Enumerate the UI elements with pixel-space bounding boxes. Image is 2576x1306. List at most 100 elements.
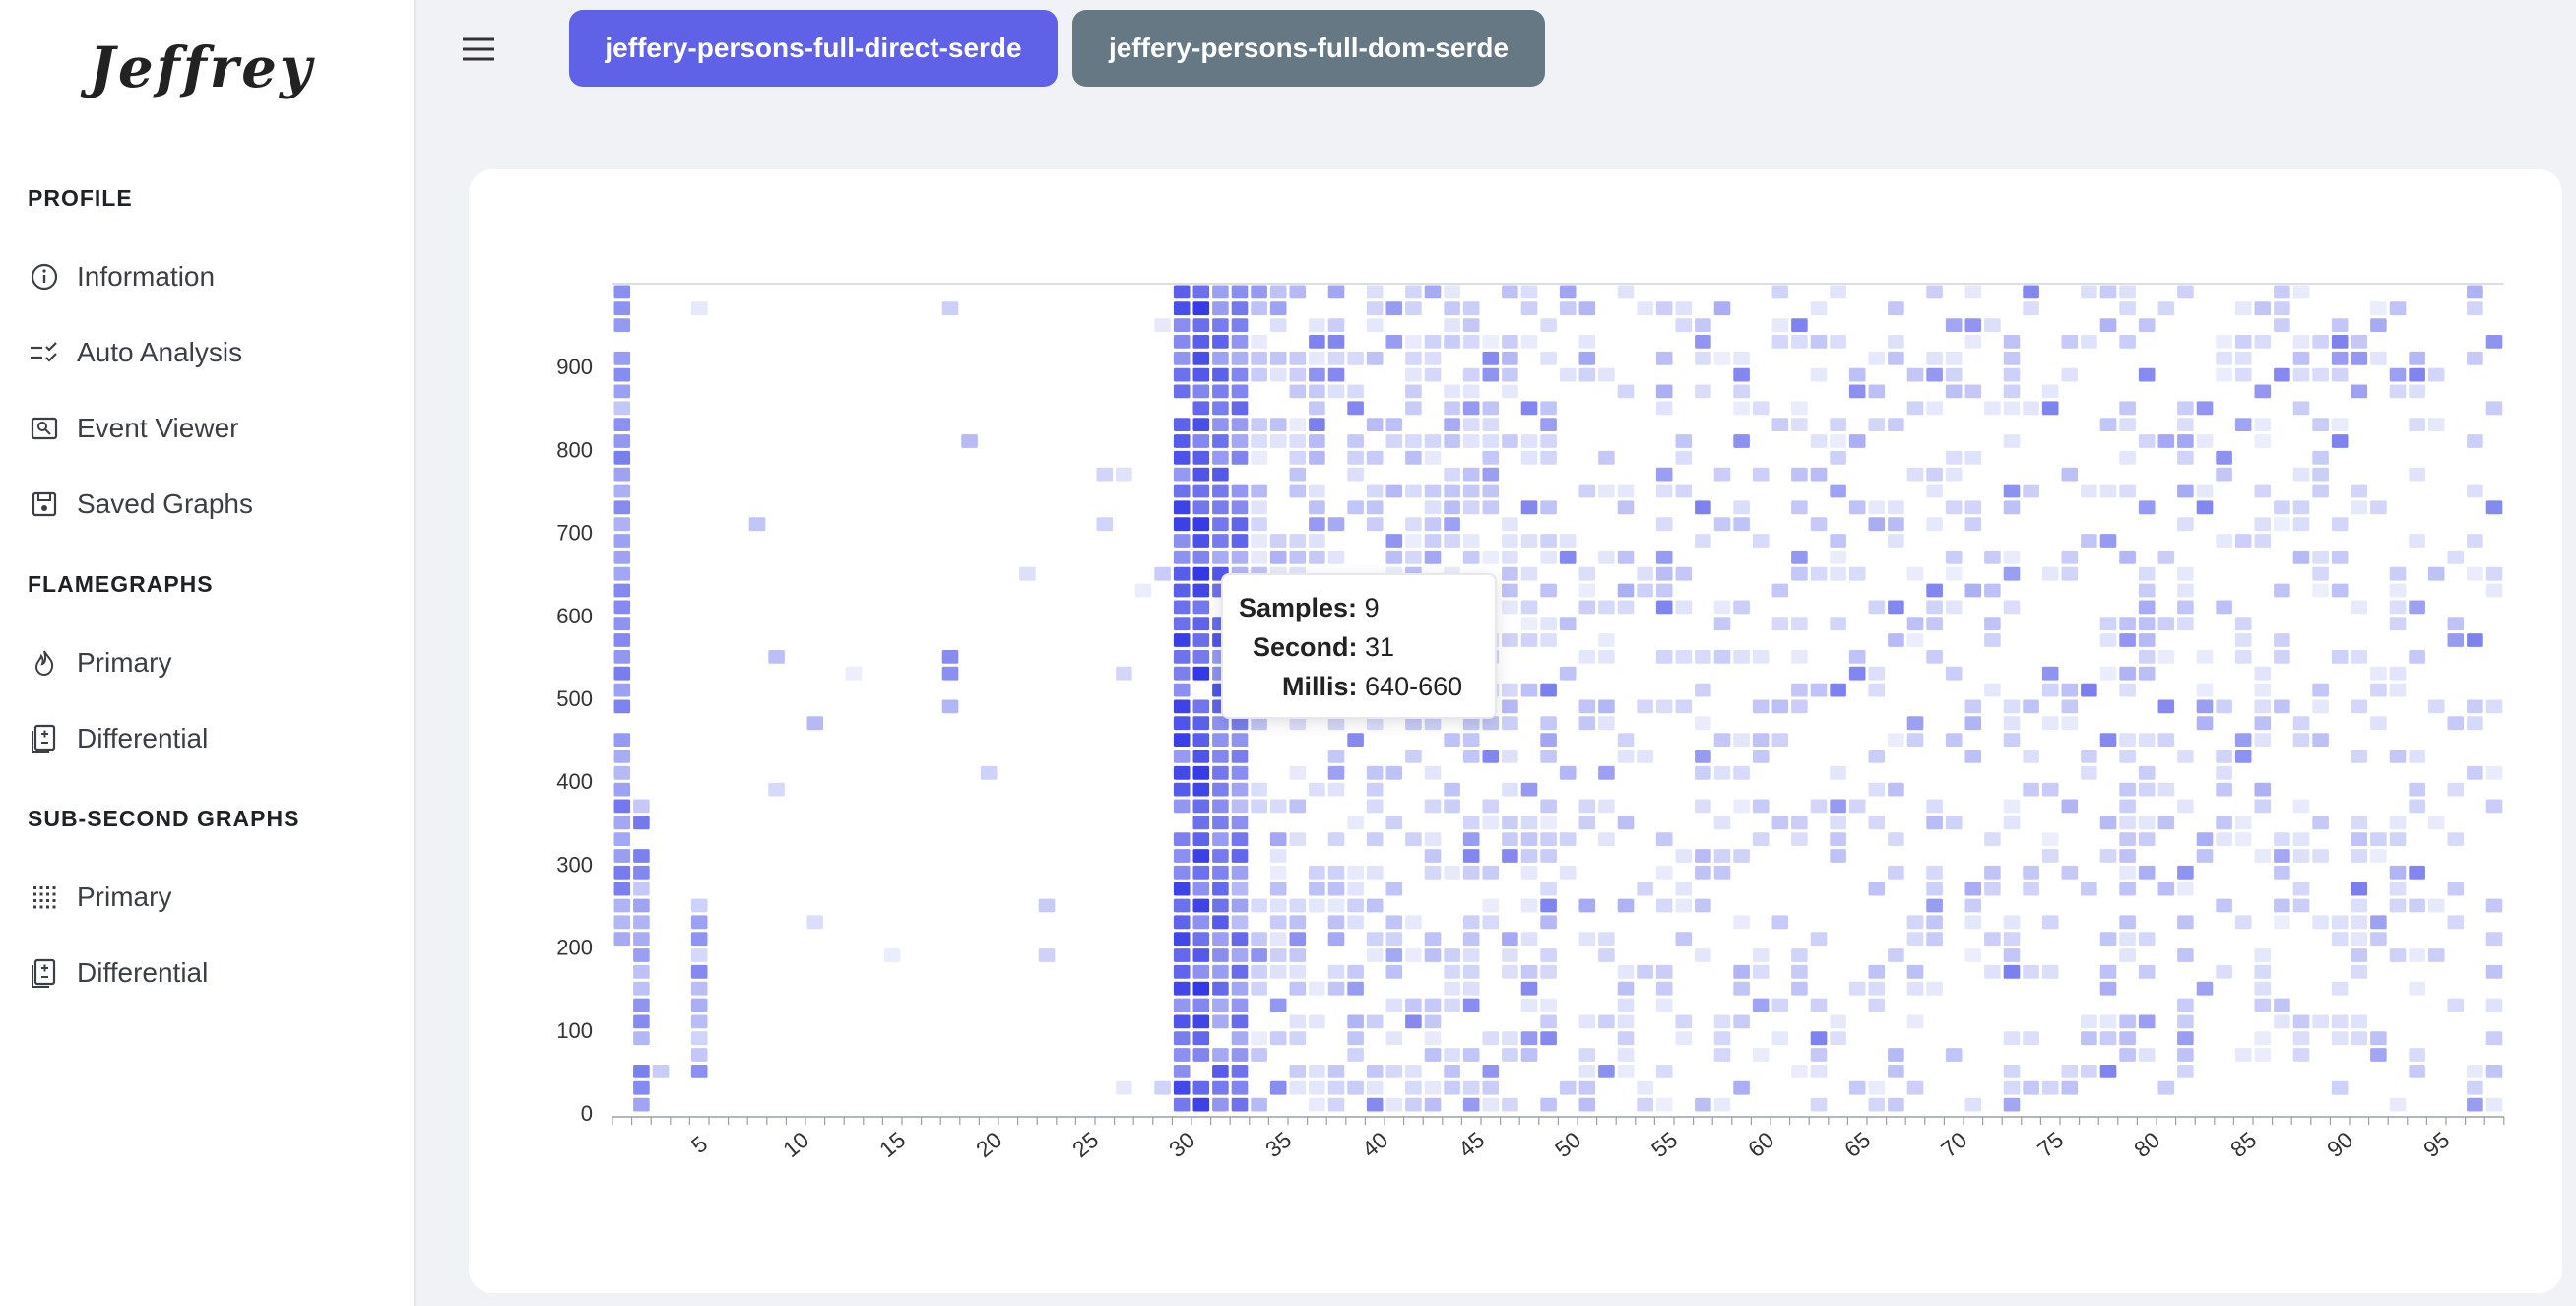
heatmap-cell	[1405, 832, 1422, 846]
heatmap-cell	[2003, 964, 2021, 979]
heatmap-cell	[1173, 799, 1191, 814]
heatmap-cell	[2023, 1080, 2039, 1095]
heatmap-cell	[1173, 699, 1191, 714]
heatmap-cell	[1385, 932, 1403, 947]
heatmap-cell	[1713, 865, 1731, 880]
heatmap-cell	[2389, 882, 2407, 896]
heatmap-cell	[2023, 865, 2039, 880]
heatmap-cell	[2234, 418, 2252, 431]
heatmap-cell	[1192, 666, 1210, 681]
heatmap-cell	[1733, 765, 1750, 780]
heatmap-cell	[1906, 566, 1924, 581]
heatmap-cell	[1462, 932, 1480, 947]
heatmap-cell	[2061, 566, 2079, 581]
heatmap-cell	[2389, 816, 2407, 830]
heatmap-cell	[2351, 932, 2368, 947]
heatmap-cell	[1192, 948, 1210, 962]
heatmap-cell	[1231, 1065, 1249, 1078]
heatmap-cell	[1212, 500, 1229, 515]
heatmap-cell	[1906, 367, 1924, 382]
heatmap-cell	[1520, 782, 1538, 797]
hamburger-menu-icon[interactable]	[459, 30, 498, 69]
heatmap-cell	[1502, 964, 1518, 979]
x-tick-label: 40	[1357, 1127, 1392, 1162]
heatmap-cell	[1655, 865, 1673, 880]
heatmap-cell	[2292, 285, 2310, 299]
heatmap-cell	[690, 981, 708, 996]
heatmap-cell	[2409, 384, 2425, 399]
heatmap-cell	[2041, 666, 2059, 681]
heatmap-cell	[1231, 367, 1249, 382]
heatmap-cell	[1192, 301, 1210, 316]
heatmap-cell	[2177, 948, 2194, 962]
heatmap-cell	[1192, 550, 1210, 564]
heatmap-cell	[2061, 683, 2079, 697]
heatmap-cell	[1868, 517, 1886, 532]
heatmap-cell	[1540, 633, 1557, 647]
heatmap-cell	[2003, 1080, 2021, 1095]
heatmap-cell	[2351, 650, 2368, 664]
heatmap-cell	[1309, 351, 1325, 365]
heatmap-cell	[2196, 650, 2214, 664]
heatmap-cell	[2254, 733, 2272, 747]
heatmap-cell	[633, 898, 650, 913]
heatmap-cell	[2177, 450, 2194, 465]
heatmap-cell	[1791, 948, 1808, 962]
heatmap-cell	[1617, 816, 1635, 830]
x-tick-label: 60	[1743, 1127, 1778, 1162]
heatmap-cell	[613, 865, 631, 880]
sidebar-item-flamegraph-differential[interactable]: Differential	[28, 714, 392, 763]
heatmap-cell	[2254, 335, 2272, 349]
heatmap-cell	[1444, 733, 1460, 747]
heatmap-cell	[1945, 550, 1963, 564]
heatmap-cell	[1327, 351, 1345, 365]
sidebar-item-information[interactable]: Information	[28, 252, 392, 301]
heatmap-cell	[1289, 550, 1307, 564]
heatmap-cell	[1655, 981, 1673, 996]
heatmap-cell	[1637, 301, 1653, 316]
heatmap-cell	[2081, 1014, 2097, 1029]
heatmap-cell	[1192, 418, 1210, 431]
save-icon	[28, 488, 61, 521]
heatmap-cell	[1289, 1065, 1307, 1078]
heatmap-cell	[2254, 849, 2272, 863]
sidebar-item-subsecond-primary[interactable]: Primary	[28, 873, 392, 922]
sidebar-item-event-viewer[interactable]: Event Viewer	[28, 404, 392, 453]
sidebar-item-subsecond-differential[interactable]: Differential	[28, 948, 392, 998]
tab-dom-serde[interactable]: jeffery-persons-full-dom-serde	[1072, 10, 1545, 87]
heatmap-cell	[1791, 500, 1808, 515]
heatmap-cell	[2292, 799, 2310, 814]
sidebar-item-saved-graphs[interactable]: Saved Graphs	[28, 480, 392, 529]
heatmap-cell	[1192, 882, 1210, 896]
heatmap-cell	[1752, 1048, 1770, 1062]
heatmap-cell	[1212, 1097, 1229, 1112]
heatmap-cell	[1424, 1080, 1442, 1095]
heatmap-cell	[1945, 367, 1963, 382]
heatmap-cell	[2312, 915, 2329, 930]
heatmap-cell	[613, 683, 631, 697]
heatmap-cell	[2351, 750, 2368, 763]
heatmap-cell	[2234, 633, 2252, 647]
heatmap-cell	[2389, 750, 2407, 763]
subsecond-heatmap[interactable]: 5 10 15 20 25 30 35 40 45 50 55 60 65 70 75 80 85 90 95 0 10…	[469, 169, 2562, 1293]
y-tick-label: 500	[556, 686, 593, 711]
heatmap-cell	[2467, 633, 2483, 647]
heatmap-cell	[2389, 583, 2407, 598]
tab-direct-serde[interactable]: jeffery-persons-full-direct-serde	[569, 10, 1058, 87]
heatmap-cell	[1945, 450, 1963, 465]
heatmap-cell	[1482, 1065, 1500, 1078]
heatmap-cell	[1888, 1048, 1904, 1062]
heatmap-cell	[883, 948, 901, 962]
sidebar-item-flamegraph-primary[interactable]: Primary	[28, 638, 392, 687]
heatmap-cell	[2274, 633, 2290, 647]
heatmap-cell	[1617, 1014, 1635, 1029]
heatmap-cell	[2447, 716, 2465, 731]
heatmap-cell	[2196, 484, 2214, 498]
heatmap-cell	[2409, 782, 2425, 797]
heatmap-cell	[2234, 367, 2252, 382]
heatmap-cell	[1926, 650, 1943, 664]
heatmap-cell	[1675, 484, 1693, 498]
sidebar-item-auto-analysis[interactable]: Auto Analysis	[28, 328, 392, 377]
heatmap-cell	[1848, 650, 1866, 664]
heatmap-cell	[1231, 882, 1249, 896]
